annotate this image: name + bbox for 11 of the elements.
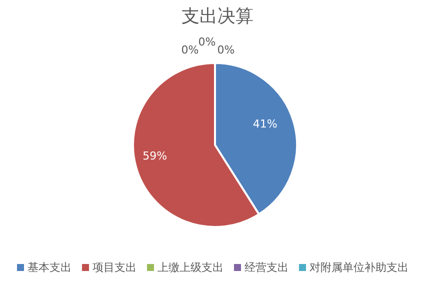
legend-label: 上缴上级支出 xyxy=(158,261,224,274)
legend-label: 基本支出 xyxy=(28,261,72,274)
data-label: 59% xyxy=(142,150,168,163)
legend-label: 经营支出 xyxy=(244,261,288,274)
text: 0% xyxy=(181,44,199,56)
text: 0% xyxy=(198,36,216,48)
chart-title: 支出决算 xyxy=(180,5,254,28)
text: 0% xyxy=(217,44,235,56)
data-label: 41% xyxy=(252,117,278,130)
legend-label: 项目支出 xyxy=(92,261,136,274)
legend-label: 对附属单位补助支出 xyxy=(310,261,408,274)
